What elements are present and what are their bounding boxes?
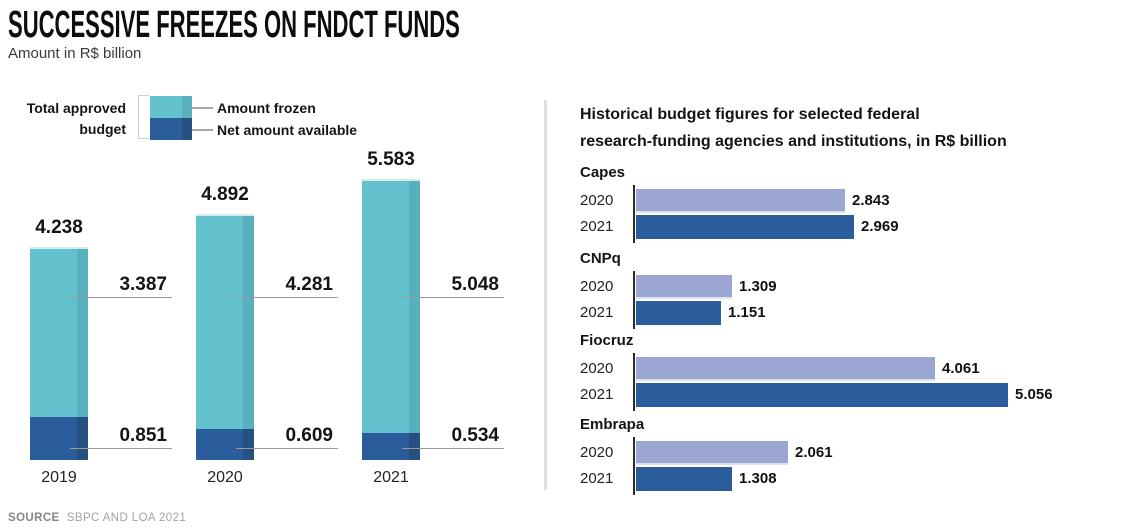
legend-frozen-label: Amount frozen: [217, 100, 316, 116]
page-subtitle: Amount in R$ billion: [8, 45, 142, 62]
net-callout-line: [70, 448, 172, 449]
bar-cnpq-2020: [636, 275, 732, 299]
right-heading-line2: research-funding agencies and institutio…: [580, 133, 1007, 150]
x-axis-label-2021: 2021: [373, 469, 409, 486]
legend-leader-line-frozen: [192, 107, 213, 109]
row-year-label-2021: 2021: [580, 304, 614, 321]
source-label: SOURCE: [8, 512, 60, 524]
legend-frozen-swatch: [150, 96, 192, 118]
total-value-label: 5.583: [367, 149, 415, 170]
agency-label-cnpq: CNPq: [580, 250, 621, 267]
net-segment-2021: [362, 433, 420, 460]
bar-value-label: 2.969: [861, 218, 899, 235]
axis-line-embrapa: [633, 437, 635, 495]
bar-capes-2021: [636, 215, 854, 239]
axis-line-capes: [633, 185, 635, 243]
bar-fiocruz-2021: [636, 383, 1008, 407]
net-value-label: 0.851: [119, 425, 167, 446]
total-value-label: 4.238: [35, 217, 83, 238]
row-year-label-2020: 2020: [580, 360, 614, 377]
legend-total-budget-label: Total approved budget: [10, 98, 126, 140]
legend-bracket: [138, 95, 149, 139]
x-axis-label-2019: 2019: [41, 469, 77, 486]
source-text: SBPC AND LOA 2021: [66, 512, 187, 524]
legend-total-line2: budget: [79, 121, 126, 137]
frozen-callout-line: [402, 297, 504, 298]
frozen-callout-line: [70, 297, 172, 298]
bar-embrapa-2021: [636, 467, 732, 491]
legend-leader-line-net: [192, 129, 213, 131]
legend-net-swatch-edge: [182, 118, 192, 140]
source-line: SOURCE SBPC AND LOA 2021: [8, 512, 186, 524]
agency-label-fiocruz: Fiocruz: [580, 332, 634, 349]
total-value-label: 4.892: [201, 184, 249, 205]
agency-label-capes: Capes: [580, 164, 626, 181]
bar-value-label: 1.309: [739, 278, 777, 295]
legend-swatch: [150, 96, 192, 140]
bar-capes-2020: [636, 189, 845, 213]
net-value-label: 0.609: [285, 425, 333, 446]
row-year-label-2021: 2021: [580, 386, 614, 403]
frozen-segment-2019: [30, 247, 88, 417]
bar-value-label: 2.843: [852, 192, 890, 209]
frozen-value-label: 3.387: [119, 274, 167, 295]
row-year-label-2020: 2020: [580, 278, 614, 295]
bar-embrapa-2020: [636, 441, 788, 465]
right-chart-heading: Historical budget figures for selected f…: [580, 101, 1120, 155]
net-segment-edge: [243, 429, 254, 460]
axis-line-cnpq: [633, 271, 635, 329]
legend-net-label: Net amount available: [217, 122, 358, 138]
frozen-callout-line: [236, 297, 338, 298]
net-segment-2019: [30, 417, 88, 460]
net-segment-2020: [196, 429, 254, 460]
right-heading-line1: Historical budget figures for selected f…: [580, 106, 920, 123]
frozen-value-label: 5.048: [451, 274, 499, 295]
axis-line-fiocruz: [633, 353, 635, 411]
section-divider: [544, 100, 547, 490]
row-year-label-2021: 2021: [580, 218, 614, 235]
page-title: SUCCESSIVE FREEZES ON FNDCT FUNDS: [8, 4, 460, 46]
bar-value-label: 4.061: [942, 360, 980, 377]
row-year-label-2020: 2020: [580, 444, 614, 461]
frozen-segment-edge: [77, 249, 88, 417]
legend-total-line1: Total approved: [26, 100, 126, 116]
frozen-segment-2020: [196, 214, 254, 429]
row-year-label-2021: 2021: [580, 470, 614, 487]
legend-net-swatch: [150, 118, 192, 140]
frozen-segment-edge: [409, 181, 420, 433]
agency-label-embrapa: Embrapa: [580, 416, 645, 433]
net-segment-edge: [77, 417, 88, 460]
net-callout-line: [236, 448, 338, 449]
bar-value-label: 2.061: [795, 444, 833, 461]
frozen-segment-edge: [243, 216, 254, 429]
bar-value-label: 1.308: [739, 470, 777, 487]
net-value-label: 0.534: [451, 425, 499, 446]
bar-fiocruz-2020: [636, 357, 935, 381]
frozen-segment-2021: [362, 179, 420, 433]
x-axis-label-2020: 2020: [207, 469, 243, 486]
net-segment-edge: [409, 433, 420, 460]
legend-frozen-swatch-edge: [182, 96, 192, 118]
bar-cnpq-2021: [636, 301, 721, 325]
frozen-value-label: 4.281: [285, 274, 333, 295]
bar-value-label: 1.151: [728, 304, 766, 321]
bar-value-label: 5.056: [1015, 386, 1053, 403]
net-callout-line: [402, 448, 504, 449]
row-year-label-2020: 2020: [580, 192, 614, 209]
